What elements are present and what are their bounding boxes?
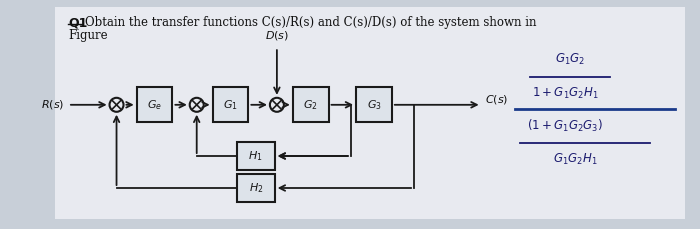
Bar <box>293 87 328 122</box>
Text: Q1: Q1 <box>68 16 88 29</box>
Bar <box>237 142 275 170</box>
Bar <box>213 87 248 122</box>
Text: $H_1$: $H_1$ <box>248 149 263 163</box>
Bar <box>136 87 172 122</box>
Text: Figure: Figure <box>68 29 108 42</box>
Text: $1+G_1G_2H_1$: $1+G_1G_2H_1$ <box>532 86 598 101</box>
Text: $G_1G_2$: $G_1G_2$ <box>555 52 585 67</box>
Bar <box>237 174 275 202</box>
Text: $G_e$: $G_e$ <box>147 98 162 112</box>
Text: $(1+G_1G_2G_3)$: $(1+G_1G_2G_3)$ <box>527 118 603 134</box>
Text: Obtain the transfer functions C(s)/R(s) and C(s)/D(s) of the system shown in: Obtain the transfer functions C(s)/R(s) … <box>85 16 536 29</box>
Text: $H_2$: $H_2$ <box>248 181 263 195</box>
Text: $G_3$: $G_3$ <box>367 98 382 112</box>
Text: $C(s)$: $C(s)$ <box>484 93 508 106</box>
Text: $G_2$: $G_2$ <box>303 98 318 112</box>
Text: $G_1G_2H_1$: $G_1G_2H_1$ <box>553 152 597 167</box>
Text: $R(s)$: $R(s)$ <box>41 98 64 111</box>
Text: $G_1$: $G_1$ <box>223 98 238 112</box>
Text: $D(s)$: $D(s)$ <box>265 29 289 42</box>
Bar <box>356 87 392 122</box>
